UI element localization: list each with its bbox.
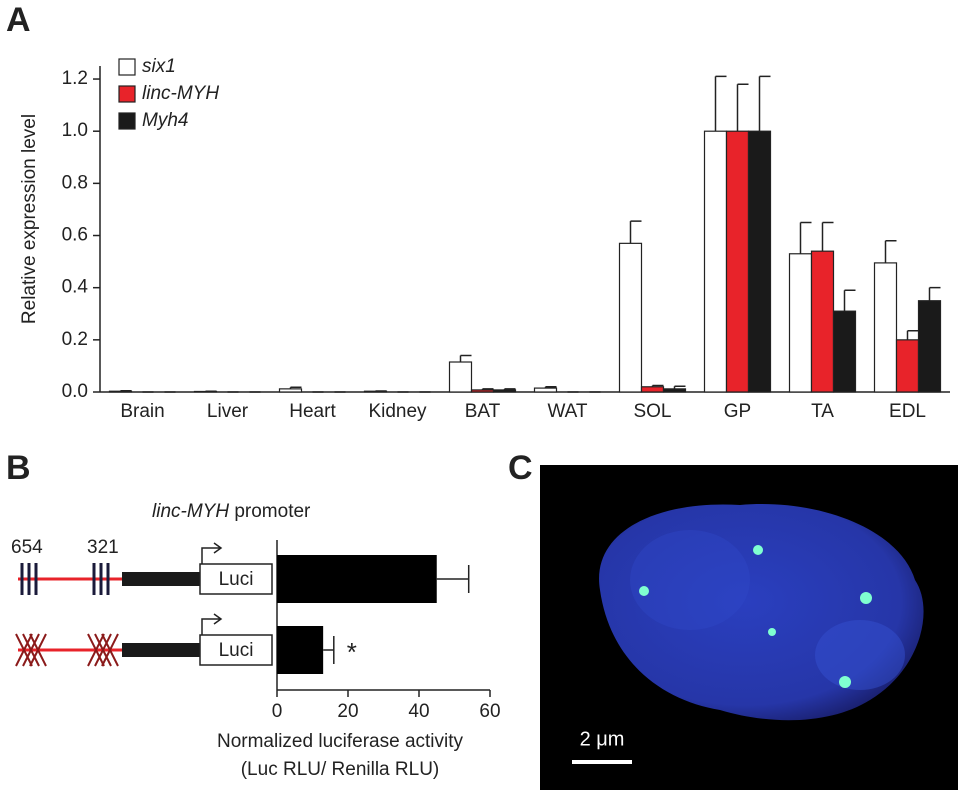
x-axis-label: Normalized luciferase activity	[217, 731, 464, 752]
bar	[727, 131, 749, 392]
y-tick-label: 0.8	[62, 172, 88, 193]
legend-swatch	[119, 86, 135, 102]
bar	[664, 389, 686, 392]
error-bar	[823, 222, 834, 251]
error-bar	[738, 84, 749, 131]
x-tick-label: 20	[337, 701, 358, 722]
y-tick-label: 0.6	[62, 225, 88, 246]
reporter-label: Luci	[219, 640, 254, 661]
bar	[749, 131, 771, 392]
x-tick-label: EDL	[889, 401, 926, 422]
bar	[705, 131, 727, 392]
x-tick-label: Liver	[207, 401, 249, 422]
x-tick-label: 40	[408, 701, 429, 722]
error-bar	[631, 221, 642, 243]
error-bar	[437, 565, 469, 593]
panel-label: B	[6, 449, 31, 487]
x-tick-label: 60	[479, 701, 500, 722]
legend-label: linc-MYH	[142, 83, 219, 104]
error-bar	[461, 355, 472, 362]
error-bar	[930, 288, 941, 301]
x-tick-label: BAT	[465, 401, 501, 422]
x-tick-label: SOL	[633, 401, 671, 422]
bar	[834, 311, 856, 392]
scale-bar-label: 2 μm	[580, 728, 625, 750]
x-tick-label: TA	[811, 401, 834, 422]
bar	[812, 251, 834, 392]
legend-swatch	[119, 59, 135, 75]
x-axis-label: (Luc RLU/ Renilla RLU)	[241, 759, 440, 780]
bar	[642, 387, 664, 392]
error-bar	[716, 76, 727, 131]
legend-label: Myh4	[142, 110, 188, 131]
bar	[280, 389, 302, 392]
error-bar	[908, 331, 919, 340]
x-tick-label: Heart	[289, 401, 336, 422]
x-tick-label: Kidney	[368, 401, 427, 422]
error-bar	[801, 222, 812, 253]
x-tick-label: Brain	[120, 401, 164, 422]
y-tick-label: 0.0	[62, 381, 88, 402]
error-bar	[845, 290, 856, 311]
x-tick-label: GP	[724, 401, 751, 422]
promoter-title: linc-MYH promoter	[152, 501, 311, 522]
error-bar	[760, 76, 771, 131]
annotation: *	[347, 637, 357, 667]
bar	[897, 340, 919, 392]
y-axis-label: Relative expression level	[19, 114, 40, 324]
gene-name: linc-MYH	[152, 501, 229, 522]
y-tick-label: 0.4	[62, 277, 89, 298]
x-tick-label: WAT	[547, 401, 587, 422]
error-bar	[121, 391, 132, 392]
bar	[450, 362, 472, 392]
error-bar	[886, 241, 897, 263]
reporter-label: Luci	[219, 569, 254, 590]
promoter-word: promoter	[234, 501, 311, 522]
site-numbers: 321	[87, 537, 119, 558]
bar	[620, 243, 642, 392]
site-numbers: 654	[11, 537, 43, 558]
bar	[472, 390, 494, 392]
panel-label: C	[508, 449, 533, 487]
bar	[277, 626, 323, 674]
y-tick-label: 1.0	[62, 120, 88, 141]
bar	[535, 388, 557, 392]
bar	[277, 555, 437, 603]
bar	[494, 390, 516, 392]
x-tick-label: 0	[272, 701, 283, 722]
bar	[790, 254, 812, 392]
y-tick-label: 0.2	[62, 329, 88, 350]
panel-label: A	[6, 1, 31, 39]
y-tick-label: 1.2	[62, 68, 88, 89]
legend-label: six1	[142, 56, 176, 77]
bar	[919, 301, 941, 392]
error-bar	[323, 636, 334, 664]
legend-swatch	[119, 113, 135, 129]
bar	[875, 263, 897, 392]
